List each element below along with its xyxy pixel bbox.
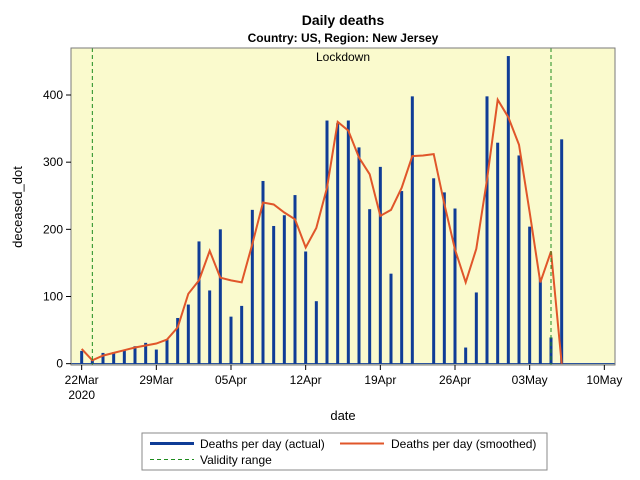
bar: [368, 209, 372, 364]
x-tick-label: 03May: [512, 373, 548, 387]
legend-frame: [141, 432, 548, 471]
bar: [336, 123, 340, 364]
bar: [122, 350, 126, 364]
bar: [101, 352, 105, 364]
bar: [538, 277, 542, 364]
plot-frame: [70, 47, 616, 366]
bar: [442, 192, 446, 364]
x-tick-label: 19Apr: [364, 373, 396, 387]
bar: [496, 142, 500, 364]
chart-subtitle: Country: US, Region: New Jersey: [248, 31, 439, 45]
bar: [346, 120, 350, 364]
lockdown-band: [71, 48, 615, 365]
bar: [229, 316, 233, 364]
bar: [293, 195, 297, 364]
legend-label-validity: Validity range: [200, 453, 272, 467]
bar: [560, 139, 564, 364]
legend: Deaths per day (actual) Deaths per day (…: [141, 432, 548, 471]
bar: [186, 304, 190, 364]
bar: [304, 251, 308, 364]
y-axis: 0 100 200 300 400: [43, 88, 71, 371]
bar: [176, 317, 180, 364]
bar: [240, 305, 244, 364]
bar: [464, 347, 468, 364]
bar: [261, 180, 265, 364]
bar: [208, 290, 212, 364]
y-axis-label: deceased_dot: [10, 166, 25, 248]
y-tick-label: 0: [56, 357, 63, 371]
y-tick-label: 300: [43, 155, 63, 169]
bar: [453, 208, 457, 364]
bar: [528, 226, 532, 364]
bar: [165, 339, 169, 364]
bar: [474, 292, 478, 364]
y-tick-label: 400: [43, 88, 63, 102]
y-tick-label: 100: [43, 289, 63, 303]
legend-label-actual: Deaths per day (actual): [200, 437, 325, 451]
bar-series: [71, 56, 615, 365]
x-axis-label: date: [330, 408, 355, 423]
bar: [517, 155, 521, 364]
x-tick-year-label: 2020: [68, 388, 95, 402]
bar: [378, 166, 382, 364]
bar: [432, 178, 436, 364]
bar: [144, 342, 148, 364]
bar: [197, 241, 201, 364]
lockdown-label: Lockdown: [316, 50, 370, 64]
x-tick-label: 05Apr: [215, 373, 247, 387]
y-tick-label: 200: [43, 222, 63, 236]
x-tick-label: 29Mar: [139, 373, 173, 387]
x-tick-label: 22Mar: [65, 373, 99, 387]
bar: [80, 350, 84, 364]
bar: [154, 349, 158, 364]
bar: [90, 360, 94, 364]
bar: [325, 120, 329, 364]
legend-label-smoothed: Deaths per day (smoothed): [391, 437, 536, 451]
chart-title: Daily deaths: [302, 12, 385, 28]
bar: [282, 215, 286, 364]
bar: [410, 96, 414, 364]
smoothed-series-line: [80, 96, 563, 364]
x-tick-label: 26Apr: [439, 373, 471, 387]
bar: [400, 191, 404, 364]
bar: [218, 229, 222, 364]
bar: [357, 147, 361, 364]
x-tick-label: 10May: [586, 373, 622, 387]
bar: [250, 209, 254, 364]
bar: [506, 56, 510, 364]
bar: [485, 96, 489, 364]
x-tick-label: 12Apr: [290, 373, 322, 387]
bar: [314, 301, 318, 364]
bar: [112, 352, 116, 364]
bar: [389, 273, 393, 364]
bar: [272, 225, 276, 364]
bar: [133, 346, 137, 364]
